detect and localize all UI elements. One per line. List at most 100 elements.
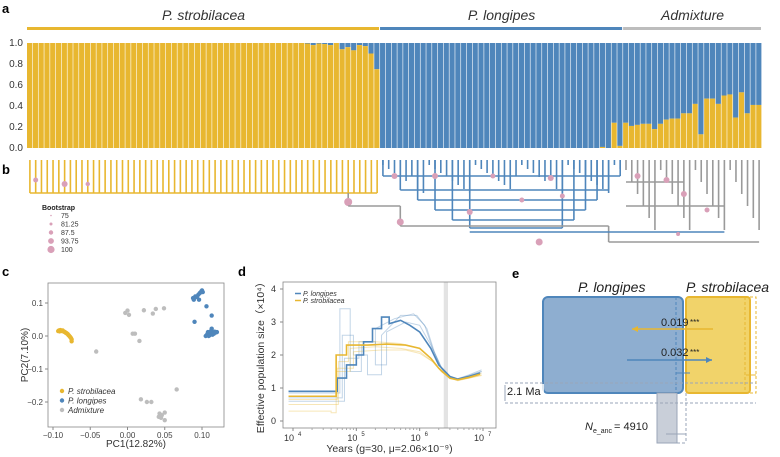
bar-strobilacea-segment — [709, 98, 716, 148]
legend-label: 93.75 — [61, 239, 79, 246]
bar-longipes-segment — [704, 43, 710, 99]
ne-anc-label: Ne_anc = 4910 — [585, 421, 648, 435]
bar-longipes-segment — [362, 43, 368, 47]
bootstrap-node — [704, 207, 710, 213]
legend-swatch — [59, 388, 65, 394]
legend-swatch — [47, 245, 55, 254]
y-tick-label: 0.8 — [9, 59, 23, 70]
bar-strobilacea-segment — [345, 47, 351, 149]
bootstrap-node — [33, 177, 39, 183]
y-tick-label: 4 — [271, 284, 276, 294]
bar-strobilacea-segment — [680, 113, 687, 148]
bar-strobilacea-segment — [235, 43, 241, 148]
bar-longipes-segment — [408, 43, 415, 148]
bar-longipes-segment — [599, 43, 606, 147]
bar-longipes-segment — [345, 43, 351, 48]
data-point — [150, 311, 156, 316]
bar-longipes-segment — [403, 43, 409, 148]
bar-strobilacea-segment — [351, 50, 357, 148]
bar-longipes-segment — [721, 43, 727, 96]
bar-longipes-segment — [588, 43, 594, 148]
bar-strobilacea-segment — [327, 45, 334, 148]
bar-strobilacea-segment — [362, 46, 368, 148]
bar-strobilacea-segment — [669, 118, 675, 148]
data-point — [132, 331, 138, 336]
bar-strobilacea-segment — [628, 125, 635, 148]
bar-strobilacea-segment — [50, 43, 56, 148]
y-tick-label: 0.2 — [9, 122, 23, 133]
bar-strobilacea-segment — [38, 43, 44, 148]
bar-longipes-segment — [524, 43, 530, 148]
bar-strobilacea-segment — [125, 43, 131, 148]
bar-strobilacea-segment — [154, 43, 160, 148]
bar-longipes-segment — [513, 43, 519, 148]
bar-longipes-segment — [553, 43, 559, 148]
psmc-line — [288, 314, 482, 399]
x-tick-exponent: 6 — [425, 432, 429, 438]
group-label: P. strobilacea — [162, 7, 245, 23]
x-tick-label: 10 — [411, 433, 421, 443]
data-point — [138, 397, 144, 402]
bar-longipes-segment — [547, 43, 554, 148]
bootstrap-node — [85, 181, 90, 187]
bar-longipes-segment — [472, 43, 478, 148]
bar-longipes-segment — [380, 43, 386, 148]
bar-strobilacea-segment — [90, 43, 96, 148]
bar-longipes-segment — [756, 43, 762, 105]
bar-strobilacea-segment — [652, 129, 658, 148]
legend-swatch — [50, 214, 52, 217]
bar-longipes-segment — [623, 43, 629, 123]
bar-longipes-segment — [484, 43, 490, 148]
bar-strobilacea-segment — [727, 94, 733, 148]
x-tick-label: 0.00 — [120, 431, 136, 440]
confidence-outlines — [505, 296, 757, 444]
bar-longipes-segment — [414, 43, 420, 148]
bar-longipes-segment — [530, 43, 536, 148]
bar-longipes-segment — [738, 43, 745, 93]
bar-longipes-segment — [304, 43, 310, 44]
data-point — [196, 297, 202, 302]
group-bar — [380, 27, 623, 30]
legend-swatch — [49, 222, 53, 226]
bar-longipes-segment — [709, 43, 716, 99]
data-point — [209, 313, 214, 318]
bar-longipes-segment — [669, 43, 675, 119]
bar-strobilacea-segment — [310, 45, 316, 148]
legend-swatch — [48, 230, 54, 235]
psmc-line — [288, 346, 482, 414]
bar-strobilacea-segment — [756, 104, 762, 148]
bar-strobilacea-segment — [721, 95, 727, 148]
bootstrap-node — [396, 218, 404, 226]
bar-strobilacea-segment — [270, 43, 276, 148]
data-point — [191, 297, 197, 302]
y-tick-label: 1.0 — [9, 38, 23, 49]
bar-longipes-segment — [582, 43, 588, 148]
bar-strobilacea-segment — [131, 43, 137, 148]
bar-strobilacea-segment — [640, 123, 646, 148]
bar-longipes-segment — [692, 43, 698, 104]
bar-longipes-segment — [518, 43, 525, 148]
y-tick-label: −0.1 — [27, 365, 43, 374]
bar-strobilacea-segment — [67, 43, 73, 148]
bar-longipes-segment — [432, 43, 438, 148]
bar-strobilacea-segment — [177, 43, 183, 148]
bootstrap-node — [559, 193, 565, 199]
bar-strobilacea-segment — [108, 43, 114, 148]
bar-strobilacea-segment — [316, 43, 322, 148]
panel-label-b: b — [2, 162, 10, 177]
data-point — [125, 308, 130, 313]
legend-swatch — [48, 238, 54, 244]
x-tick-label: 10 — [474, 433, 484, 443]
y-tick-label: 0.0 — [9, 143, 23, 154]
bar-strobilacea-segment — [136, 43, 143, 148]
migration-sig-1: *** — [690, 318, 699, 327]
bar-strobilacea-segment — [165, 43, 172, 148]
x-axis-label: Years (g=30, μ=2.06×10⁻⁹) — [326, 443, 452, 455]
bar-strobilacea-segment — [194, 43, 201, 148]
bar-longipes-segment — [339, 43, 345, 50]
group-label: Admixture — [660, 7, 724, 23]
psmc-line — [288, 321, 482, 402]
legend-label: 81.25 — [61, 222, 79, 229]
bar-strobilacea-segment — [102, 43, 108, 148]
